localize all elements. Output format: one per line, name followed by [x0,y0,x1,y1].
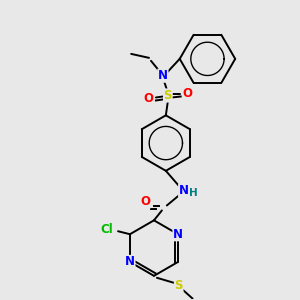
Text: H: H [189,188,198,198]
Text: O: O [183,87,193,100]
Text: N: N [173,228,183,241]
Text: S: S [175,279,183,292]
Text: S: S [164,89,172,102]
Text: O: O [140,195,150,208]
Text: O: O [143,92,153,105]
Text: N: N [179,184,189,197]
Text: N: N [125,256,135,268]
Text: Cl: Cl [101,223,113,236]
Text: N: N [158,69,168,82]
